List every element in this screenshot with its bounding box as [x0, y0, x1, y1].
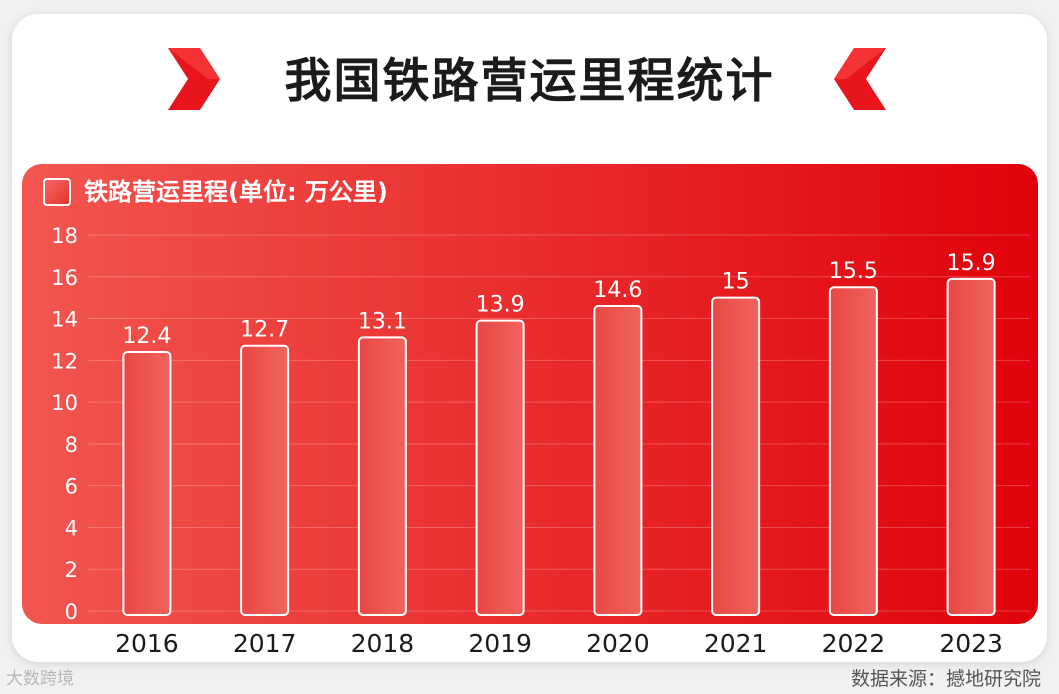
- bar-2016: [122, 350, 172, 616]
- x-tick-label: 2017: [233, 629, 297, 658]
- data-label: 13.9: [476, 293, 525, 318]
- brand-watermark: 大数跨境: [6, 669, 74, 689]
- y-tick-label: 4: [65, 516, 78, 540]
- data-label: 13.1: [358, 309, 407, 334]
- x-tick-label: 2016: [115, 629, 179, 658]
- y-tick-label: 6: [65, 475, 78, 499]
- bar-2019: [475, 319, 525, 616]
- y-tick-label: 2: [65, 558, 78, 582]
- y-tick-label: 8: [65, 433, 78, 457]
- x-tick-label: 2018: [351, 629, 415, 658]
- y-tick-label: 14: [51, 308, 78, 332]
- y-tick-label: 10: [51, 391, 78, 415]
- y-tick-label: 16: [51, 266, 78, 290]
- bar-2018: [357, 336, 407, 616]
- data-label: 12.7: [240, 318, 289, 343]
- bar-2023: [946, 277, 996, 616]
- data-label: 14.6: [593, 278, 642, 303]
- bar-2021: [711, 296, 761, 616]
- legend-swatch: [43, 178, 71, 206]
- chevron-right-icon: [168, 48, 220, 110]
- bar-2017: [240, 344, 290, 616]
- chart-panel: [22, 164, 1038, 624]
- data-source: 数据来源：撼地研究院: [850, 668, 1041, 690]
- data-label: 15.5: [829, 259, 878, 284]
- y-tick-label: 12: [51, 349, 78, 373]
- x-tick-label: 2019: [468, 629, 532, 658]
- x-tick-label: 2022: [822, 629, 886, 658]
- bar-2020: [593, 305, 643, 616]
- x-tick-label: 2020: [586, 629, 650, 658]
- data-label: 15.9: [947, 251, 996, 276]
- chevron-left-icon: [834, 48, 886, 110]
- y-tick-label: 0: [65, 600, 78, 624]
- chart-title: 我国铁路营运里程统计: [284, 54, 775, 109]
- legend-label: 铁路营运里程(单位: 万公里): [84, 178, 388, 206]
- bar-2022: [828, 286, 878, 616]
- y-tick-label: 18: [51, 224, 78, 248]
- data-label: 15: [722, 270, 750, 295]
- data-label: 12.4: [122, 324, 171, 349]
- x-tick-label: 2023: [939, 629, 1003, 658]
- x-tick-label: 2021: [704, 629, 768, 658]
